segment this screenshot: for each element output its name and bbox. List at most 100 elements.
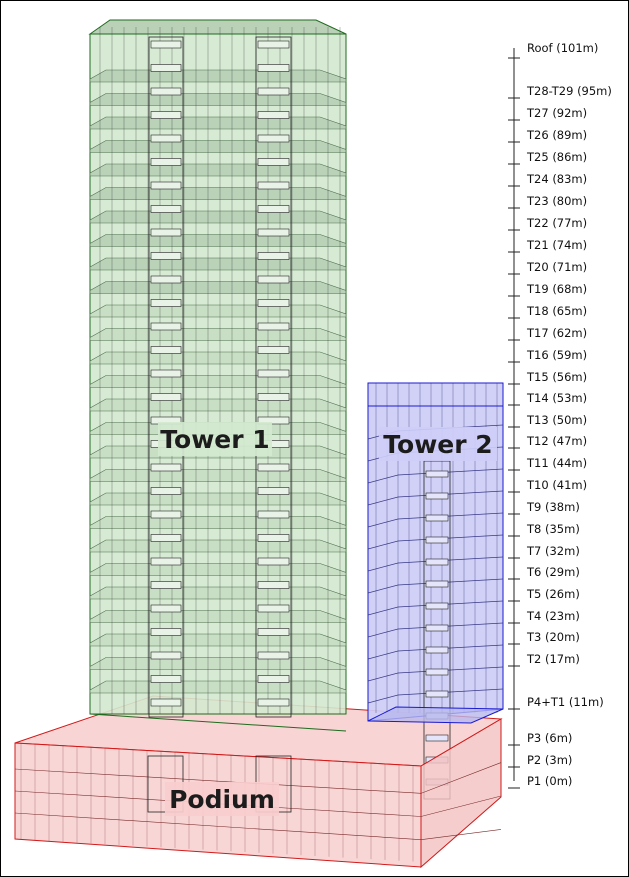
podium-floor-line <box>14 790 502 817</box>
tower-1-core-opening <box>150 275 182 284</box>
podium-label: Podium <box>169 785 275 814</box>
tower-1-core-opening <box>257 534 290 542</box>
tower-1-core-opening <box>257 299 290 307</box>
tower-1-core-opening <box>257 275 290 284</box>
tower-2-label: Tower 2 <box>383 430 492 459</box>
tower-2-core-opening <box>425 602 449 610</box>
tower-1-floor-slab <box>89 351 347 365</box>
tower-1-floor-slab <box>89 586 347 600</box>
tower-1-core-opening <box>257 416 290 425</box>
tower-2-core-opening <box>425 558 449 566</box>
level-label: T24 (83m) <box>526 172 587 186</box>
tower-1-floor-slab <box>89 563 347 576</box>
level-label: P3 (6m) <box>527 731 572 745</box>
tower-1-core-opening <box>257 604 290 613</box>
tower-1-core-opening <box>150 87 182 96</box>
tower-1-floor-slab <box>89 492 347 506</box>
tower-1-core-opening <box>257 134 290 143</box>
tower-1-core-opening <box>150 534 182 542</box>
tower-1-core-opening <box>150 463 182 472</box>
tower-1-core-opening <box>150 510 182 519</box>
level-label: T13 (50m) <box>526 413 587 427</box>
tower-1-core-opening <box>257 698 290 707</box>
level-label: T18 (65m) <box>526 304 587 318</box>
tower-1-core-opening <box>150 393 182 401</box>
tower-1-floor-slab <box>89 516 347 529</box>
tower-1-core-opening <box>150 252 182 260</box>
level-scale: Roof (101m) T28-T29 (95m) T27 (92m) T26 (89… <box>508 41 612 789</box>
tower-1-core-opening <box>150 487 182 495</box>
tower-1-core-opening <box>257 252 290 260</box>
level-label: T4 (23m) <box>526 609 580 623</box>
tower-1-floor-slab <box>89 633 347 647</box>
tower-1-floor-slab <box>89 469 347 482</box>
tower-1-core-opening <box>150 346 182 354</box>
tower-1-roof <box>88 19 347 35</box>
level-label: T11 (44m) <box>526 456 587 470</box>
level-label: T16 (59m) <box>526 348 587 362</box>
tower-1-core-opening <box>150 228 182 237</box>
tower-1-core-opening <box>150 369 182 378</box>
tower-1-core <box>255 36 292 718</box>
level-label: T5 (26m) <box>526 587 580 601</box>
level-label: Roof (101m) <box>527 41 598 55</box>
tower-1-core-opening <box>150 299 182 307</box>
tower-1-core-opening <box>150 64 182 72</box>
tower-2-core-opening <box>425 668 449 676</box>
tower-1-core-opening <box>257 393 290 401</box>
tower-1-floor-slab <box>89 398 347 412</box>
tower-2-transfer-slab <box>367 706 504 724</box>
level-label: T28-T29 (95m) <box>526 84 612 98</box>
tower-1-core-opening <box>150 205 182 213</box>
level-label: T2 (17m) <box>526 652 580 666</box>
podium-floor-line <box>14 762 502 794</box>
tower-1-core-opening <box>150 134 182 143</box>
tower-1-core-opening <box>257 181 290 190</box>
tower-2-core-opening <box>425 690 449 698</box>
tower-1-label-bg <box>158 422 272 456</box>
tower-1-core-opening <box>257 463 290 472</box>
level-label: T10 (41m) <box>526 478 587 492</box>
tower-1-floor-slab <box>89 680 347 694</box>
podium-floor-line <box>14 812 502 840</box>
tower-1-core-opening <box>257 205 290 213</box>
tower-1-core-opening <box>150 322 182 331</box>
level-label: T27 (92m) <box>526 106 587 120</box>
tower-1-core-opening <box>150 651 182 660</box>
tower-1-core-opening <box>257 322 290 331</box>
tower-1-core-opening <box>257 369 290 378</box>
tower-1-core-opening <box>150 581 182 589</box>
tower-2-core-opening <box>425 734 449 742</box>
tower-1-floor-slab <box>89 234 347 247</box>
level-label: T21 (74m) <box>526 238 587 252</box>
tower-1-floor-slab <box>89 163 347 177</box>
tower-1-core-opening <box>257 581 290 589</box>
level-label: T23 (80m) <box>526 194 587 208</box>
tower-2-core-opening <box>425 624 449 632</box>
level-label: T6 (29m) <box>526 565 580 579</box>
level-label: T15 (56m) <box>526 370 587 384</box>
level-label: T25 (86m) <box>526 150 587 164</box>
tower-2-core-opening <box>425 470 449 478</box>
tower-1-floor-slab <box>89 69 347 83</box>
level-label: T19 (68m) <box>526 282 587 296</box>
tower-1-core-opening <box>150 698 182 707</box>
level-label: T9 (38m) <box>526 500 580 514</box>
level-label: T22 (77m) <box>526 216 587 230</box>
tower-1-core-opening <box>150 111 182 119</box>
tower-2-core-opening <box>425 536 449 544</box>
tower-1-floor-slab <box>89 140 347 153</box>
tower-1-floor-slab <box>89 93 347 106</box>
tower-2-label-bg <box>379 427 497 461</box>
tower-1-floor-slab <box>89 257 347 271</box>
level-label: T12 (47m) <box>526 434 587 448</box>
tower-1-core-opening <box>257 628 290 636</box>
level-label: T26 (89m) <box>526 128 587 142</box>
tower-1-core-opening <box>150 604 182 613</box>
tower-1-core-opening <box>150 557 182 566</box>
tower-1-floor-slab <box>89 304 347 318</box>
tower-1-core-opening <box>257 111 290 119</box>
tower-1-core-opening <box>257 346 290 354</box>
